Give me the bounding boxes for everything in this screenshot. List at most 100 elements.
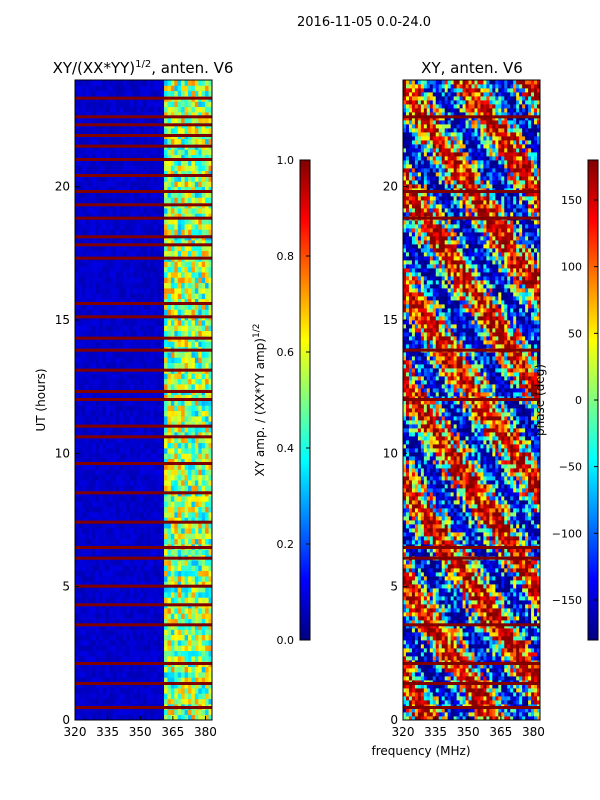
heatmap-cell bbox=[122, 426, 127, 433]
heatmap-cell bbox=[75, 378, 79, 385]
heatmap-cell bbox=[136, 512, 141, 518]
heatmap-cell bbox=[119, 421, 124, 428]
heatmap-cell bbox=[133, 613, 138, 620]
heatmap-cell bbox=[85, 469, 90, 476]
heatmap-cell bbox=[109, 570, 114, 577]
heatmap-cell bbox=[160, 229, 165, 236]
heatmap-cell bbox=[102, 352, 107, 358]
heatmap-cell bbox=[81, 634, 86, 641]
heatmap-cell bbox=[164, 629, 168, 636]
heatmap-cell bbox=[170, 698, 175, 705]
heatmap-cell bbox=[88, 453, 93, 460]
heatmap-cell bbox=[119, 288, 124, 294]
heatmap-cell bbox=[191, 224, 196, 230]
heatmap-cell bbox=[116, 522, 120, 529]
heatmap-cell bbox=[157, 85, 162, 92]
heatmap-cell bbox=[98, 714, 103, 721]
heatmap-cell bbox=[170, 192, 175, 198]
heatmap-cell bbox=[136, 304, 141, 310]
heatmap-cell bbox=[122, 613, 127, 620]
heatmap-cell bbox=[140, 581, 144, 588]
heatmap-cell bbox=[167, 250, 172, 257]
heatmap-cell bbox=[174, 453, 179, 460]
heatmap-cell bbox=[143, 512, 148, 518]
heatmap-cell bbox=[160, 394, 165, 401]
heatmap-cell bbox=[133, 224, 138, 230]
heatmap-cell bbox=[102, 570, 107, 577]
heatmap-cell bbox=[157, 149, 162, 156]
heatmap-cell bbox=[126, 485, 131, 492]
heatmap-cell bbox=[153, 645, 158, 652]
heatmap-cell bbox=[122, 474, 127, 481]
heatmap-cell bbox=[150, 565, 155, 572]
heatmap-cell bbox=[140, 330, 144, 337]
heatmap-cell bbox=[167, 192, 172, 198]
heatmap-cell bbox=[136, 485, 141, 492]
heatmap-cell bbox=[188, 352, 192, 358]
heatmap-cell bbox=[194, 432, 199, 438]
heatmap-cell bbox=[81, 586, 86, 593]
heatmap-cell bbox=[126, 480, 131, 486]
heatmap-cell bbox=[112, 224, 117, 230]
heatmap-cell bbox=[174, 469, 179, 476]
heatmap-cell bbox=[109, 416, 114, 422]
heatmap-cell bbox=[153, 677, 158, 684]
heatmap-cell bbox=[140, 512, 144, 518]
heatmap-cell bbox=[140, 682, 144, 689]
heatmap-cell bbox=[105, 181, 110, 188]
heatmap-cell bbox=[98, 325, 103, 332]
heatmap-cell bbox=[160, 640, 165, 646]
heatmap-cell bbox=[201, 506, 206, 513]
heatmap-cell bbox=[188, 362, 192, 369]
heatmap-cell bbox=[129, 181, 134, 188]
heatmap-cell bbox=[191, 581, 196, 588]
heatmap-cell bbox=[75, 229, 79, 236]
heatmap-cell bbox=[191, 533, 196, 540]
heatmap-cell bbox=[78, 533, 83, 540]
heatmap-cell bbox=[191, 176, 196, 182]
heatmap-cell bbox=[85, 549, 90, 556]
heatmap-cell bbox=[146, 693, 151, 700]
heatmap-cell bbox=[129, 357, 134, 364]
heatmap-cell bbox=[116, 90, 120, 97]
heatmap-cell bbox=[157, 496, 162, 502]
heatmap-cell bbox=[92, 464, 96, 470]
heatmap-cell bbox=[170, 106, 175, 113]
heatmap-cell bbox=[198, 149, 203, 156]
heatmap-cell bbox=[105, 90, 110, 97]
heatmap-cell bbox=[119, 581, 124, 588]
heatmap-cell bbox=[136, 656, 141, 662]
heatmap-cell bbox=[105, 496, 110, 502]
heatmap-cell bbox=[78, 597, 83, 604]
heatmap-cell bbox=[143, 229, 148, 236]
heatmap-cell bbox=[198, 197, 203, 204]
heatmap-cell bbox=[157, 282, 162, 289]
heatmap-cell bbox=[78, 240, 83, 246]
heatmap-cell bbox=[102, 682, 107, 689]
heatmap-cell bbox=[122, 640, 127, 646]
heatmap-cell bbox=[198, 394, 203, 401]
heatmap-cell bbox=[205, 464, 209, 470]
heatmap-cell bbox=[188, 400, 192, 406]
heatmap-cell bbox=[136, 181, 141, 188]
heatmap-cell bbox=[164, 634, 168, 641]
heatmap-cell bbox=[194, 549, 199, 556]
heatmap-cell bbox=[198, 709, 203, 716]
heatmap-cell bbox=[181, 405, 185, 412]
heatmap-cell bbox=[174, 522, 179, 529]
heatmap-cell bbox=[136, 250, 141, 257]
heatmap-cell bbox=[191, 693, 196, 700]
heatmap-cell bbox=[75, 581, 79, 588]
heatmap-cell bbox=[95, 197, 100, 204]
heatmap-cell bbox=[126, 410, 131, 417]
heatmap-cell bbox=[95, 112, 100, 118]
heatmap-cell bbox=[75, 250, 79, 257]
heatmap-cell bbox=[140, 480, 144, 486]
heatmap-cell bbox=[201, 250, 206, 257]
heatmap-cell bbox=[160, 378, 165, 385]
heatmap-cell bbox=[78, 117, 83, 124]
heatmap-cell bbox=[167, 176, 172, 182]
heatmap-cell bbox=[75, 384, 79, 390]
heatmap-cell bbox=[88, 458, 93, 465]
